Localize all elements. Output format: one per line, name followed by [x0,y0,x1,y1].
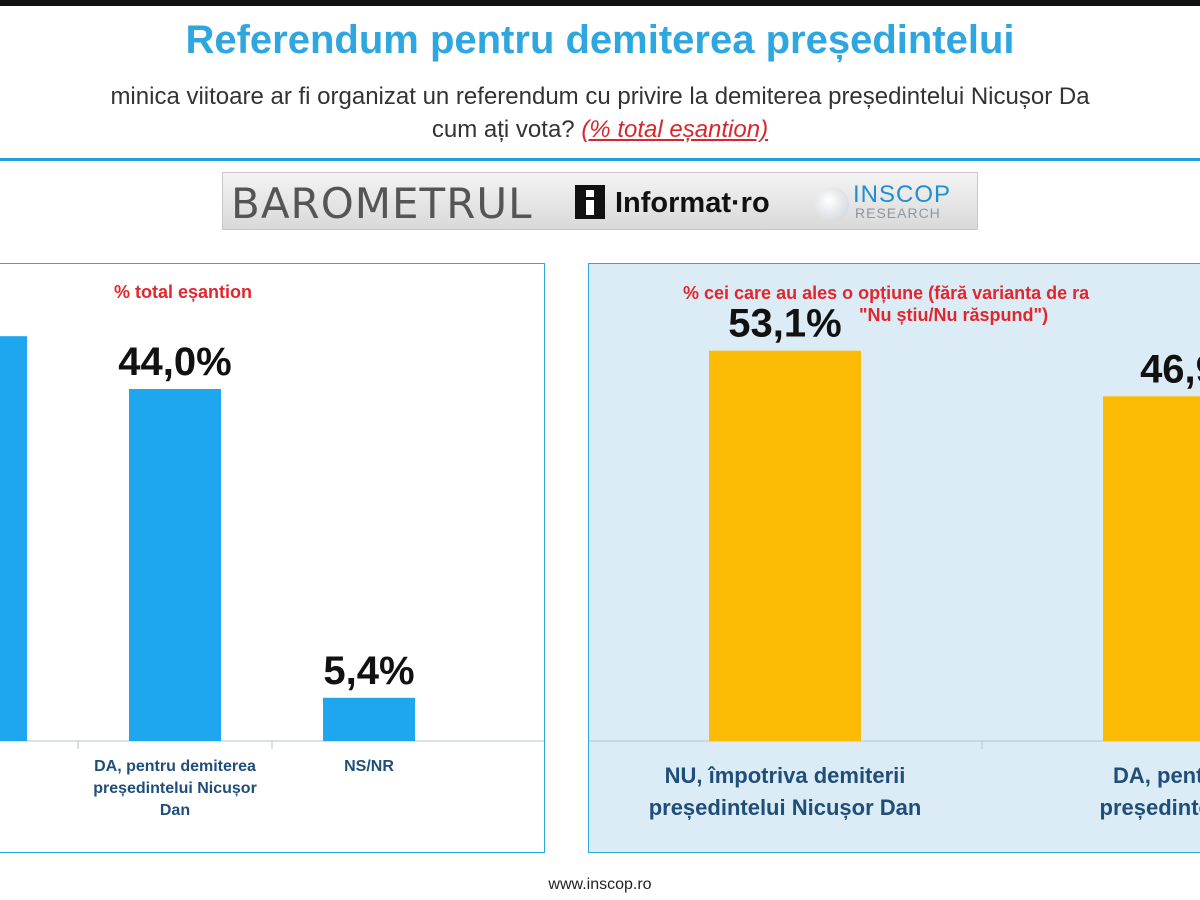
value-label-0: 53,1% [728,302,841,346]
bar-0 [0,336,27,741]
logo-banner: BAROMETRUL Informat·ro INSCOP RESEARCH [222,172,978,230]
value-label-1: 44,0% [118,340,231,384]
left-chart-title: % total eșantion [113,282,252,302]
footer-url: www.inscop.ro [548,876,652,893]
header-separator [0,158,1200,161]
informat-icon [575,185,605,219]
inscop-logo-sub: RESEARCH [855,205,941,221]
informat-logo-text: Informat·ro [615,187,770,219]
left-bar-chart: %miteriicușor44,0%DA, pentru demitereapr… [0,336,544,819]
inscop-logo-name: INSCOP [853,181,952,208]
right-chart-title-line1: % cei care au ales o opțiune (fără varia… [683,283,1090,303]
inscop-globe-icon [815,187,849,221]
right-chart-panel: % cei care au ales o opțiune (fără varia… [588,263,1200,853]
category-label-1: Dan [160,802,190,819]
right-chart-title: % cei care au ales o opțiune (fără varia… [683,282,1089,326]
value-label-1: 46,9 [1140,347,1200,391]
category-label-1: DA, pentru demiterea [94,758,256,775]
bar-1 [129,389,221,741]
category-label-0: președintelui Nicușor Dan [649,795,922,820]
right-bar-chart: 53,1% NU, împotriva demiterii președintelu… [589,302,1200,820]
bar-1 [1103,396,1200,741]
category-label-1: președintelui Nicușor [93,780,257,797]
left-chart-panel: % total eșantion %miteriicușor44,0%DA, p… [0,263,545,853]
barometrul-logo: BAROMETRUL [231,179,533,228]
question-text: cum ați vota? [431,116,575,143]
question-line-1: minica viitoare ar fi organizat un refer… [110,83,1090,110]
category-label-0: NU, împotriva demiterii [665,763,906,788]
top-bar [0,0,1200,6]
question-note: (% total eșantion) [581,116,769,143]
bar-0 [709,350,861,741]
bar-2 [323,697,415,741]
category-label-2: NS/NR [344,758,394,775]
survey-question: minica viitoare ar fi organizat un refer… [0,80,1200,146]
inscop-logo: INSCOP RESEARCH [813,179,973,225]
category-label-1: DA, pentru d [1113,763,1200,788]
right-chart-title-line2: "Nu știu/Nu răspund") [859,305,1049,325]
category-label-1: președintelui N [1100,795,1200,820]
question-line-2: cum ați vota? (% total eșantion) [0,113,1200,146]
page-title: Referendum pentru demiterea președintelu… [185,18,1015,62]
value-label-2: 5,4% [323,649,414,693]
